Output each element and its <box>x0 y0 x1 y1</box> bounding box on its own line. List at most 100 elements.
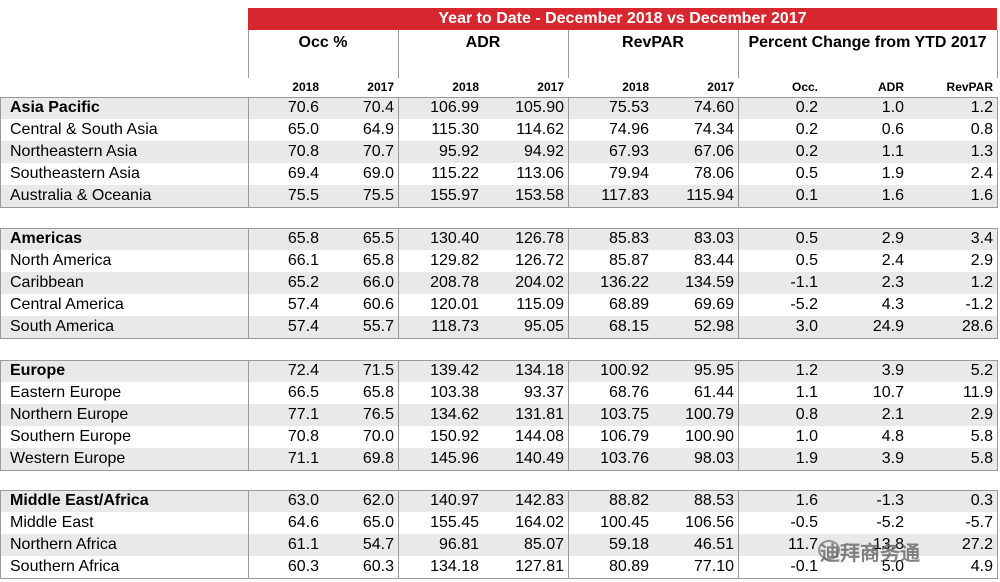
divider <box>398 97 399 207</box>
row-label: Americas <box>10 230 83 247</box>
row-label: Southern Africa <box>10 558 120 575</box>
cell-value: 64.6 <box>287 514 319 531</box>
cell-value: 134.18 <box>430 558 479 575</box>
cell-value: 103.38 <box>430 384 479 401</box>
cell-value: 4.8 <box>881 428 904 445</box>
cell-value: 106.99 <box>430 99 479 116</box>
row-label: Middle East/Africa <box>10 492 149 509</box>
divider <box>568 97 569 207</box>
row-label: Central & South Asia <box>10 121 158 138</box>
cell-value: 85.83 <box>608 230 649 247</box>
cell-value: -1.2 <box>965 296 993 313</box>
cell-value: 77.1 <box>287 406 319 423</box>
border <box>0 470 998 471</box>
cell-value: 120.01 <box>430 296 479 313</box>
cell-value: 66.0 <box>362 274 394 291</box>
cell-value: 130.40 <box>430 230 479 247</box>
divider <box>0 490 1 578</box>
divider <box>248 97 249 207</box>
row-shade <box>0 316 997 338</box>
cell-value: 0.2 <box>795 99 818 116</box>
cell-value: 126.78 <box>515 230 564 247</box>
row-shade <box>0 228 997 250</box>
cell-value: 24.9 <box>872 318 904 335</box>
row-shade <box>0 490 997 512</box>
cell-value: 126.72 <box>515 252 564 269</box>
cell-value: 65.8 <box>287 230 319 247</box>
row-shade <box>0 185 997 207</box>
divider <box>248 30 249 78</box>
divider <box>0 228 1 338</box>
divider <box>248 360 249 470</box>
cell-value: 2.3 <box>881 274 904 291</box>
cell-value: 54.7 <box>362 536 394 553</box>
cell-value: 0.1 <box>795 187 818 204</box>
cell-value: 65.0 <box>362 514 394 531</box>
cell-value: 69.8 <box>362 450 394 467</box>
cell-value: 0.3 <box>970 492 993 509</box>
cell-value: 52.98 <box>693 318 734 335</box>
cell-value: 64.9 <box>362 121 394 138</box>
cell-value: 46.51 <box>693 536 734 553</box>
cell-value: -0.1 <box>790 558 818 575</box>
divider <box>738 30 739 78</box>
cell-value: 114.62 <box>516 121 564 138</box>
column-group-header: RevPAR <box>622 34 684 51</box>
cell-value: 131.81 <box>515 406 564 423</box>
divider <box>997 490 998 578</box>
cell-value: 115.94 <box>686 187 734 204</box>
cell-value: 118.73 <box>431 318 479 335</box>
cell-value: 66.1 <box>287 252 319 269</box>
border <box>0 228 998 229</box>
cell-value: 83.03 <box>693 230 734 247</box>
divider <box>997 360 998 470</box>
cell-value: 60.3 <box>287 558 319 575</box>
row-label: Southeastern Asia <box>10 165 140 182</box>
cell-value: 95.95 <box>693 362 734 379</box>
watermark: 迪拜商务通 <box>820 543 920 565</box>
cell-value: 1.3 <box>970 143 993 160</box>
row-label: Eastern Europe <box>10 384 122 401</box>
cell-value: 65.5 <box>362 230 394 247</box>
cell-value: 2.9 <box>970 252 993 269</box>
row-label: North America <box>10 252 112 269</box>
table-title: Year to Date - December 2018 vs December… <box>248 8 997 30</box>
cell-value: 11.9 <box>963 384 993 401</box>
cell-value: 117.83 <box>601 187 649 204</box>
cell-value: 75.5 <box>362 187 394 204</box>
row-shade <box>0 360 997 382</box>
row-label: Central America <box>10 296 124 313</box>
cell-value: 94.92 <box>523 143 564 160</box>
cell-value: -0.5 <box>790 514 818 531</box>
cell-value: 70.8 <box>287 428 319 445</box>
cell-value: 106.79 <box>600 428 649 445</box>
divider <box>568 490 569 578</box>
cell-value: 70.8 <box>287 143 319 160</box>
column-subheader: 2018 <box>292 80 319 94</box>
cell-value: 204.02 <box>515 274 564 291</box>
cell-value: 13.8 <box>872 536 904 553</box>
divider <box>248 490 249 578</box>
cell-value: 93.37 <box>523 384 564 401</box>
cell-value: 1.9 <box>795 450 818 467</box>
cell-value: 77.10 <box>693 558 734 575</box>
cell-value: 60.3 <box>362 558 394 575</box>
cell-value: -1.1 <box>790 274 818 291</box>
cell-value: 5.2 <box>970 362 993 379</box>
cell-value: 71.1 <box>287 450 319 467</box>
cell-value: -5.2 <box>876 514 904 531</box>
cell-value: 127.81 <box>515 558 564 575</box>
cell-value: 28.6 <box>961 318 993 335</box>
cell-value: 129.82 <box>430 252 479 269</box>
cell-value: 5.8 <box>970 428 993 445</box>
cell-value: 65.8 <box>362 252 394 269</box>
row-label: Australia & Oceania <box>10 187 152 204</box>
row-shade <box>0 404 997 426</box>
cell-value: 150.92 <box>430 428 479 445</box>
cell-value: 0.5 <box>795 165 818 182</box>
divider <box>248 228 249 338</box>
cell-value: -5.7 <box>965 514 993 531</box>
row-label: Northeastern Asia <box>10 143 138 160</box>
cell-value: 69.0 <box>362 165 394 182</box>
cell-value: 76.5 <box>362 406 394 423</box>
